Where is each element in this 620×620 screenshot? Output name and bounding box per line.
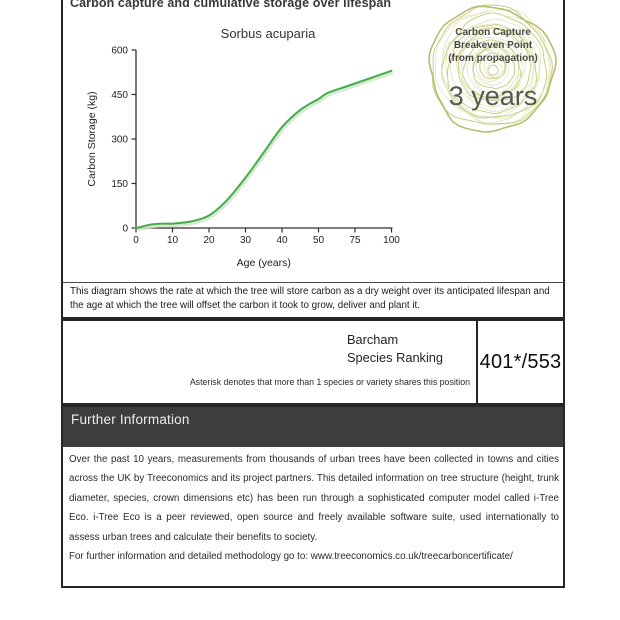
section-divider	[63, 282, 563, 283]
x-tick-label: 20	[203, 235, 215, 246]
x-tick-label: 10	[167, 235, 179, 246]
tree-ring	[428, 5, 557, 133]
ranking-value: 401*/553	[479, 350, 562, 373]
y-tick-label: 450	[111, 90, 128, 101]
x-axis-label: Age (years)	[237, 257, 291, 269]
badge-caption-line: Carbon Capture	[455, 27, 531, 38]
section-title: Carbon capture and cumulative storage ov…	[70, 0, 392, 10]
badge-caption-line: Breakeven Point	[454, 40, 533, 51]
ranking-footnote: Asterisk denotes that more than 1 specie…	[189, 377, 470, 387]
x-tick-label: 100	[383, 235, 400, 246]
tree-ring	[435, 9, 551, 125]
ranking-cell-divider	[476, 319, 478, 405]
chart-section	[61, 0, 565, 319]
badge-caption-line: (from propagation)	[448, 53, 537, 64]
tree-ring	[472, 46, 520, 94]
further-info-header	[63, 407, 563, 447]
ranking-label-line2: Species Ranking	[347, 349, 444, 365]
tree-ring	[487, 64, 499, 76]
further-info-title: Further Information	[71, 412, 190, 427]
x-tick-label: 75	[349, 235, 361, 246]
tree-ring	[455, 27, 536, 108]
y-tick-label: 300	[111, 135, 128, 146]
carbon-storage-chart: Sorbus acuparia Age (years) Carbon Storage…	[86, 26, 400, 269]
tree-ring	[487, 61, 504, 78]
x-tick-label: 30	[240, 235, 252, 246]
y-tick-label: 600	[111, 46, 128, 57]
tree-ring	[460, 37, 524, 101]
y-tick-label: 150	[111, 179, 128, 190]
x-tick-label: 50	[313, 235, 325, 246]
tree-ring	[475, 50, 507, 83]
ranking-label-line1: Barcham	[347, 332, 399, 347]
y-tick-label: 0	[122, 224, 128, 235]
y-axis-label: Carbon Storage (kg)	[86, 91, 98, 186]
tree-ring	[432, 4, 553, 125]
chart-title: Sorbus acuparia	[221, 26, 316, 41]
tree-rings-icon: Carbon Capture Breakeven Point (from propa…	[428, 4, 557, 133]
axes	[135, 50, 393, 229]
further-info-paragraph: Over the past 10 years, measurements fro…	[69, 454, 559, 543]
further-info-link: For further information and detailed met…	[69, 551, 513, 562]
badge-value: 3 years	[449, 81, 538, 111]
tree-ring	[447, 24, 537, 114]
x-tick-label: 40	[276, 235, 288, 246]
chart-description: This diagram shows the rate at which the…	[70, 286, 550, 312]
tree-ring	[457, 27, 532, 101]
tree-ring	[479, 52, 506, 80]
tree-ring	[472, 46, 516, 89]
x-tick-label: 0	[133, 235, 139, 246]
ranking-label: Barcham Species Ranking	[347, 331, 443, 366]
species-ranking-section	[61, 319, 565, 405]
tree-ring	[466, 43, 520, 97]
breakeven-badge: Carbon Capture Breakeven Point (from propa…	[428, 2, 560, 134]
storage-curve	[135, 69, 393, 229]
storage-curve-shadow	[136, 71, 394, 232]
tree-ring	[445, 23, 540, 118]
